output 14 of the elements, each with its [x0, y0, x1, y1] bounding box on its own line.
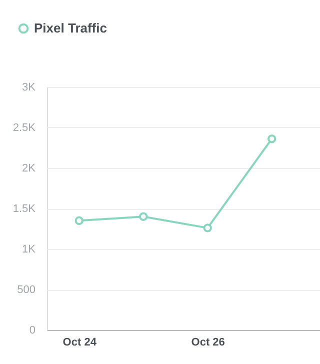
y-tick-label: 2.5K [12, 122, 36, 134]
y-tick-label: 3K [22, 82, 36, 94]
y-tick-label: 500 [17, 284, 36, 296]
point [74, 216, 84, 225]
x-tick-label: Oct 24 [62, 336, 98, 348]
point [267, 134, 276, 144]
point [203, 224, 212, 232]
y-tick-label: 2K [22, 162, 36, 174]
legend-label: Pixel Traffic [34, 20, 107, 36]
y-tick-label: 1K [22, 244, 36, 256]
y-tick-label: 1.5K [12, 203, 36, 215]
point [139, 212, 148, 221]
y-tick-label: 0 [29, 324, 36, 336]
x-tick-label: Oct 26 [191, 336, 225, 348]
